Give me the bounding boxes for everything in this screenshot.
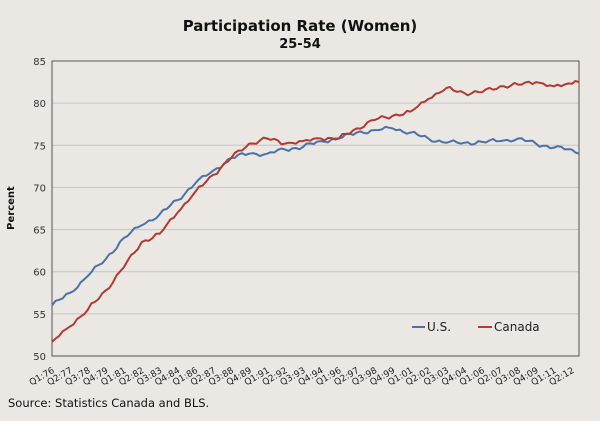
y-tick-label: 60 [33,268,46,279]
y-tick-label: 85 [33,57,46,68]
series-line-us [51,125,580,307]
source-note: Source: Statistics Canada and BLS. [8,396,209,410]
legend: U.S. Canada [412,320,540,334]
chart-title: Participation Rate (Women) [183,17,418,35]
y-tick-label: 65 [33,226,46,237]
gridlines [52,102,579,315]
y-tick-label: 80 [33,99,46,110]
plot-area [51,60,580,357]
y-tick-label: 55 [33,310,46,321]
series-line-canada [51,80,580,343]
chart-subtitle: 25-54 [279,37,321,52]
legend-label-us: U.S. [427,320,451,334]
y-axis-ticks: 50 55 60 65 70 75 80 85 [33,57,46,363]
legend-label-canada: Canada [494,320,540,334]
y-tick-label: 75 [33,141,46,152]
y-tick-label: 50 [33,352,46,363]
x-axis-ticks: Q1:76Q2:77Q3:78Q4:79Q1:81Q2:82Q3:83Q4:84… [28,366,576,388]
series-lines [51,80,580,343]
y-axis-label: Percent [6,186,17,230]
y-tick-label: 70 [33,183,46,194]
